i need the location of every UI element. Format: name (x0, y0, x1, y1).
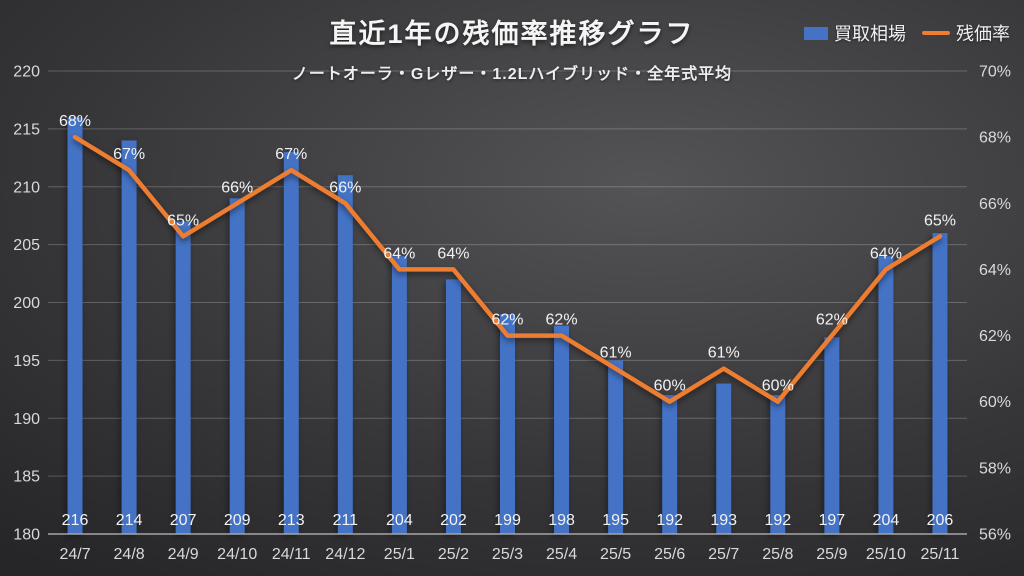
line-value-label: 62% (491, 312, 523, 329)
line-value-label: 65% (167, 212, 199, 229)
x-axis-label: 25/1 (384, 546, 415, 563)
y-axis-left-tick-label: 215 (13, 121, 40, 138)
bar-24/8 (121, 140, 137, 534)
x-axis-label: 24/11 (272, 546, 311, 563)
x-axis-label: 25/11 (921, 546, 960, 563)
y-axis-left-tick-label: 205 (13, 237, 40, 254)
y-axis-left-tick-label: 210 (13, 179, 40, 196)
x-axis-label: 24/10 (217, 546, 257, 563)
legend-item-kaitori-souba: 買取相場 (804, 20, 906, 46)
bar-value-label: 197 (819, 512, 846, 529)
line-value-label: 62% (546, 312, 578, 329)
bar-value-label: 193 (710, 512, 737, 529)
x-axis-label: 24/7 (59, 546, 90, 563)
bar-25/11 (932, 233, 948, 535)
y-axis-right-tick-label: 60% (979, 394, 1011, 411)
bar-25/6 (662, 395, 678, 534)
bar-value-label: 204 (386, 512, 413, 529)
x-axis-label: 24/12 (325, 546, 365, 563)
bar-24/10 (229, 198, 245, 534)
line-value-label: 64% (383, 245, 415, 262)
legend-label-kaitori-souba: 買取相場 (834, 24, 906, 44)
legend-line-swatch-icon (922, 31, 950, 35)
bar-25/7 (716, 383, 732, 534)
x-axis-label: 25/7 (708, 546, 739, 563)
line-value-label: 64% (870, 245, 902, 262)
x-axis-label: 24/9 (168, 546, 199, 563)
legend-bar-swatch-icon (804, 26, 828, 40)
bar-25/5 (608, 360, 624, 534)
line-value-label: 67% (113, 146, 145, 163)
y-axis-left-tick-label: 180 (13, 527, 40, 544)
y-axis-right-tick-label: 64% (979, 262, 1011, 279)
bar-value-label: 216 (62, 512, 89, 529)
bar-24/11 (283, 152, 299, 534)
line-value-label: 62% (816, 312, 848, 329)
bar-25/3 (500, 314, 515, 534)
line-value-label: 66% (221, 179, 253, 196)
bar-value-label: 207 (170, 512, 197, 529)
x-axis-label: 25/8 (762, 546, 793, 563)
bar-25/4 (554, 325, 570, 534)
line-value-label: 68% (59, 113, 91, 130)
legend: 買取相場 残価率 (804, 20, 1010, 46)
line-value-label: 65% (924, 212, 956, 229)
y-axis-left-tick-label: 185 (13, 469, 40, 486)
chart-subtitle: ノートオーラ・Gレザー・1.2Lハイブリッド・全年式平均 (291, 66, 733, 83)
line-value-label: 60% (762, 378, 794, 395)
x-axis-label: 25/9 (816, 546, 847, 563)
bar-value-label: 195 (602, 512, 629, 529)
bar-value-label: 209 (224, 512, 251, 529)
x-axis-label: 25/3 (492, 546, 523, 563)
y-axis-left-tick-label: 195 (13, 353, 40, 370)
legend-item-zanka-ritsu: 残価率 (922, 20, 1010, 46)
line-value-label: 60% (654, 378, 686, 395)
bar-value-label: 214 (116, 512, 143, 529)
residual-rate-line (72, 134, 943, 404)
y-axis-right-tick-label: 70% (979, 64, 1011, 81)
bar-value-label: 206 (927, 512, 954, 529)
x-axis-label: 24/8 (114, 546, 145, 563)
bar-value-label: 213 (278, 512, 305, 529)
bar-value-label: 192 (656, 512, 683, 529)
bar-value-label: 204 (873, 512, 900, 529)
bar-value-label: 199 (494, 512, 521, 529)
bar-value-label: 202 (440, 512, 467, 529)
bar-25/10 (878, 256, 894, 534)
x-axis-label: 25/10 (866, 546, 906, 563)
bar-value-label: 198 (548, 512, 575, 529)
x-axis-label: 25/2 (438, 546, 469, 563)
y-axis-left-tick-label: 220 (13, 64, 40, 81)
y-axis-right-tick-label: 56% (979, 527, 1011, 544)
line-value-label: 66% (329, 179, 361, 196)
bar-25/2 (445, 279, 461, 534)
x-axis-label: 25/4 (546, 546, 577, 563)
y-axis-right-tick-label: 66% (979, 196, 1011, 213)
bar-24/9 (175, 221, 191, 534)
y-axis-left-tick-label: 190 (13, 411, 40, 428)
bar-value-label: 192 (764, 512, 791, 529)
y-axis-right-tick-label: 58% (979, 460, 1011, 477)
line-value-label: 61% (708, 345, 740, 362)
y-axis-right-tick-label: 68% (979, 130, 1011, 147)
chart-title: 直近1年の残価率推移グラフ (329, 19, 695, 49)
x-axis-label: 25/6 (654, 546, 685, 563)
bar-24/12 (337, 175, 353, 535)
bar-24/7 (67, 117, 83, 535)
bar-25/8 (770, 395, 786, 534)
y-axis-left-tick-label: 200 (13, 295, 40, 312)
line-value-label: 64% (437, 245, 469, 262)
bar-25/1 (391, 256, 407, 534)
y-axis-right-tick-label: 62% (979, 328, 1011, 345)
bar-25/9 (824, 337, 840, 534)
x-axis-label: 25/5 (600, 546, 631, 563)
bar-value-label: 211 (333, 512, 359, 529)
line-value-label: 67% (275, 146, 307, 163)
line-value-label: 61% (600, 345, 632, 362)
legend-label-zanka-ritsu: 残価率 (956, 24, 1010, 44)
